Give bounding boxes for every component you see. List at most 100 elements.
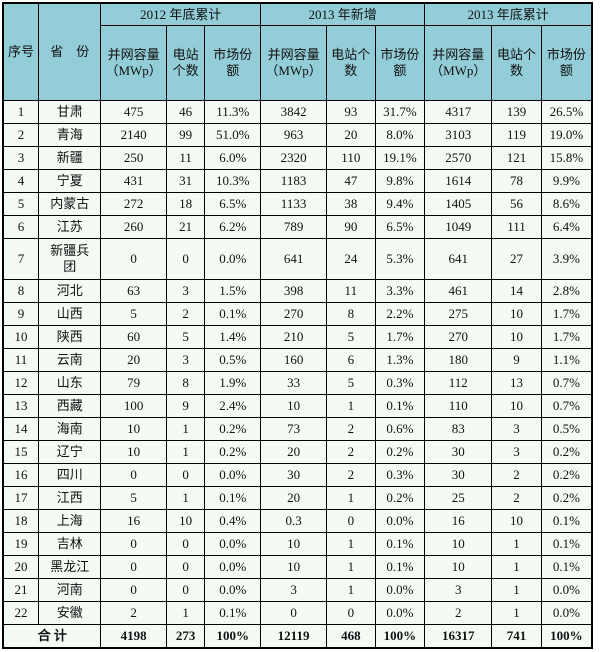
table-cell: 47 [326,169,376,193]
table-cell: 79 [100,371,167,395]
table-cell: 3 [165,348,206,372]
table-cell: 20 [2,555,40,579]
table-cell: 8.0% [374,123,426,147]
table-cell: 90 [326,215,376,239]
table-cell: 30 [424,440,493,464]
table-cell: 8.6% [540,192,593,216]
table-cell: 0.6% [374,417,426,441]
table-cell: 0.1% [374,555,426,579]
table-cell: 22 [2,601,40,625]
total-cell: 741 [491,624,542,649]
header-share: 市场份额 [204,25,262,101]
table-cell: 13 [491,371,542,395]
table-cell: 51.0% [204,123,262,147]
table-cell: 60 [100,325,167,349]
table-cell: 78 [491,169,542,193]
header-capacity: 并网容量（MWp） [260,25,328,101]
table-cell: 河南 [38,578,102,602]
total-cell: 273 [165,624,206,649]
table-cell: 0.0% [204,463,262,487]
table-row: 11 云南 20 3 0.5% 160 6 1.3% 180 9 1.1% [2,348,593,372]
total-cell: 12119 [260,624,328,649]
header-province: 省 份 [38,2,102,101]
table-cell: 0.2% [374,486,426,510]
total-cell: 100% [204,624,262,649]
table-cell: 2 [326,463,376,487]
table-cell: 2140 [100,123,167,147]
table-cell: 0 [326,509,376,533]
table-cell: 1 [2,100,40,124]
header-group-2013-new: 2013 年新增 [260,2,426,26]
table-cell: 0.2% [540,486,593,510]
table-cell: 5 [165,325,206,349]
table-cell: 9.8% [374,169,426,193]
table-cell: 0.1% [374,532,426,556]
table-cell: 160 [260,348,328,372]
table-cell: 云南 [38,348,102,372]
header-group-2012-cumulative: 2012 年底累计 [100,2,262,26]
table-cell: 2.4% [204,394,262,418]
table-cell: 9 [491,348,542,372]
table-cell: 0 [100,578,167,602]
table-cell: 2 [100,601,167,625]
table-cell: 0.2% [540,463,593,487]
table-cell: 青海 [38,123,102,147]
table-cell: 9 [165,394,206,418]
table-cell: 0 [100,555,167,579]
table-cell: 83 [424,417,493,441]
table-cell: 10 [491,509,542,533]
table-cell: 8 [2,279,40,303]
total-label: 合 计 [2,624,102,649]
table-cell: 963 [260,123,328,147]
table-cell: 275 [424,302,493,326]
table-cell: 0.2% [540,440,593,464]
table-cell: 17 [2,486,40,510]
table-row: 14 海南 10 1 0.2% 73 2 0.6% 83 3 0.5% [2,417,593,441]
table-cell: 0.4% [204,509,262,533]
table-cell: 1.4% [204,325,262,349]
table-cell: 3 [491,417,542,441]
table-cell: 1.5% [204,279,262,303]
table-cell: 31.7% [374,100,426,124]
table-cell: 安徽 [38,601,102,625]
table-cell: 10 [491,325,542,349]
table-cell: 3.3% [374,279,426,303]
table-cell: 0.1% [204,486,262,510]
table-cell: 270 [260,302,328,326]
table-cell: 4 [2,169,40,193]
table-cell: 10 [100,440,167,464]
table-cell: 8 [165,371,206,395]
total-cell: 100% [540,624,593,649]
table-cell: 0 [165,463,206,487]
table-cell: 2 [326,417,376,441]
table-cell: 新疆 [38,146,102,170]
table-cell: 0.3% [374,371,426,395]
table-cell: 461 [424,279,493,303]
total-cell: 468 [326,624,376,649]
table-cell: 119 [491,123,542,147]
table-cell: 1405 [424,192,493,216]
table-row: 3 新疆 250 11 6.0% 2320 110 19.1% 2570 121 15.8% [2,146,593,170]
table-cell: 33 [260,371,328,395]
table-cell: 0 [165,555,206,579]
table-cell: 0.0% [204,238,262,280]
table-cell: 18 [2,509,40,533]
table-cell: 2 [2,123,40,147]
table-cell: 海南 [38,417,102,441]
table-cell: 139 [491,100,542,124]
table-cell: 1 [165,601,206,625]
table-cell: 1.7% [540,325,593,349]
table-cell: 13 [2,394,40,418]
table-cell: 黑龙江 [38,555,102,579]
table-cell: 西藏 [38,394,102,418]
table-cell: 宁夏 [38,169,102,193]
table-cell: 0 [165,532,206,556]
table-body: 1 甘肃 475 46 11.3% 3842 93 31.7% 4317 139 26.5% 2 青海 2… [2,100,593,625]
table-cell: 210 [260,325,328,349]
table-cell: 0.5% [540,417,593,441]
table-cell: 0.2% [204,440,262,464]
table-row: 7 新疆兵团 0 0 0.0% 641 24 5.3% 641 27 3.9% [2,238,593,280]
table-cell: 3 [491,440,542,464]
table-cell: 2.2% [374,302,426,326]
table-cell: 272 [100,192,167,216]
